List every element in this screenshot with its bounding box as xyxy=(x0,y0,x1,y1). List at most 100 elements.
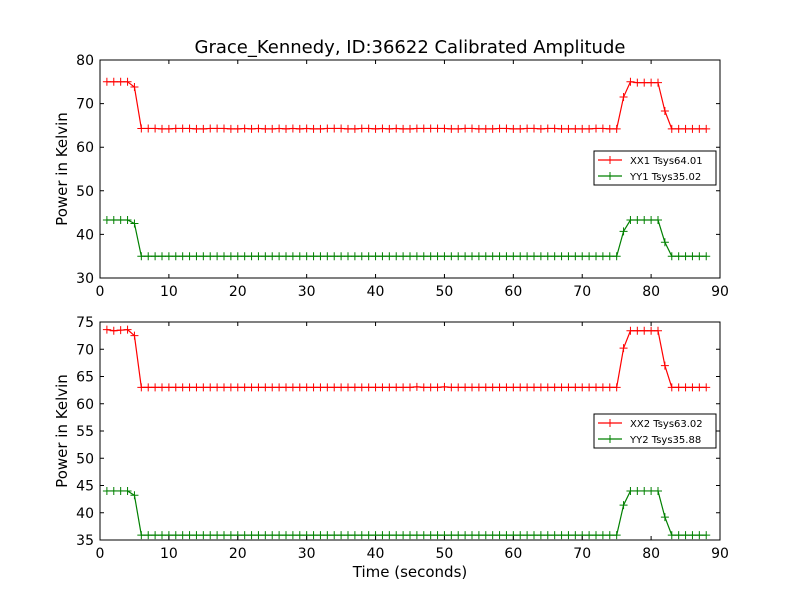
data-point xyxy=(502,531,511,540)
data-point xyxy=(330,124,339,133)
x-tick-label: 70 xyxy=(573,284,591,300)
data-point xyxy=(702,252,711,261)
data-point xyxy=(116,486,125,495)
data-point xyxy=(695,124,704,133)
data-point xyxy=(481,531,490,540)
legend-label: XX1 Tsys64.01 xyxy=(630,156,703,167)
data-point xyxy=(585,383,594,392)
x-tick-label: 90 xyxy=(711,284,729,300)
data-point xyxy=(344,124,352,133)
data-point xyxy=(102,325,111,334)
data-point xyxy=(171,531,180,540)
data-point xyxy=(585,124,594,133)
data-point xyxy=(144,383,153,392)
data-point xyxy=(123,325,132,334)
data-point xyxy=(295,252,304,261)
data-point xyxy=(605,531,614,540)
data-point xyxy=(688,124,697,133)
x-tick-label: 40 xyxy=(367,284,385,300)
data-point xyxy=(137,383,146,392)
y-tick-label: 40 xyxy=(76,227,94,243)
data-point xyxy=(461,383,470,392)
x-tick-label: 20 xyxy=(229,284,247,300)
data-point xyxy=(137,252,146,261)
data-point xyxy=(578,252,587,261)
data-point xyxy=(612,124,621,133)
data-point xyxy=(536,252,545,261)
data-point xyxy=(695,383,704,392)
data-point xyxy=(681,252,690,261)
data-point xyxy=(440,252,449,261)
data-point xyxy=(192,252,201,261)
data-point xyxy=(488,531,497,540)
data-point xyxy=(543,383,552,392)
y-tick-label: 45 xyxy=(76,479,94,495)
data-point xyxy=(199,252,208,261)
data-point xyxy=(681,383,690,392)
data-point xyxy=(282,383,290,392)
data-point xyxy=(633,486,642,495)
x-tick-label: 60 xyxy=(504,546,522,562)
data-point xyxy=(109,486,118,495)
data-point xyxy=(247,124,256,133)
data-point xyxy=(695,531,704,540)
data-point xyxy=(619,344,628,353)
data-point xyxy=(461,531,470,540)
data-point xyxy=(220,124,228,133)
data-point xyxy=(619,227,628,236)
data-point xyxy=(247,383,256,392)
data-point xyxy=(495,383,504,392)
x-tick-label: 40 xyxy=(367,546,385,562)
data-point xyxy=(481,252,490,261)
x-tick-label: 50 xyxy=(436,284,454,300)
data-point xyxy=(288,124,297,133)
data-point xyxy=(330,252,339,261)
data-point xyxy=(557,531,566,540)
data-point xyxy=(640,216,649,225)
data-point xyxy=(433,252,442,261)
panels: 0 10 20 30 40 50 60 70 80 90 30 40 50 60 70 80 Power in … xyxy=(53,53,729,581)
x-tick-label: 50 xyxy=(436,546,454,562)
data-point xyxy=(578,383,587,392)
data-point xyxy=(585,531,594,540)
data-point xyxy=(702,531,711,540)
data-point xyxy=(585,252,594,261)
data-point xyxy=(158,383,166,392)
data-point xyxy=(116,216,125,225)
data-point xyxy=(385,124,394,133)
data-point xyxy=(688,252,697,261)
data-point xyxy=(681,124,690,133)
legend-box xyxy=(593,150,717,186)
data-point xyxy=(523,124,532,133)
data-point xyxy=(240,383,249,392)
data-point xyxy=(247,252,256,261)
data-point xyxy=(185,383,194,392)
data-point xyxy=(213,383,222,392)
data-point xyxy=(598,124,607,133)
data-point xyxy=(695,252,704,261)
data-point xyxy=(509,383,518,392)
data-point xyxy=(137,531,146,540)
data-point xyxy=(612,531,621,540)
data-point xyxy=(419,252,428,261)
data-point xyxy=(640,486,649,495)
data-point xyxy=(130,83,139,92)
data-point xyxy=(433,124,442,133)
data-point xyxy=(495,252,504,261)
legend-marker xyxy=(606,435,614,443)
data-point xyxy=(619,93,628,102)
x-tick-label: 10 xyxy=(160,546,178,562)
data-point xyxy=(164,124,173,133)
data-point xyxy=(151,252,160,261)
data-point xyxy=(571,124,580,133)
data-point xyxy=(674,383,683,392)
data-point xyxy=(337,252,346,261)
y-tick-label: 75 xyxy=(76,315,94,331)
data-point xyxy=(295,531,304,540)
data-point xyxy=(116,77,125,86)
data-point xyxy=(323,124,332,133)
data-point xyxy=(454,124,463,133)
data-point xyxy=(151,383,160,392)
data-point xyxy=(612,252,621,261)
legend-label: XX2 Tsys63.02 xyxy=(630,419,703,430)
